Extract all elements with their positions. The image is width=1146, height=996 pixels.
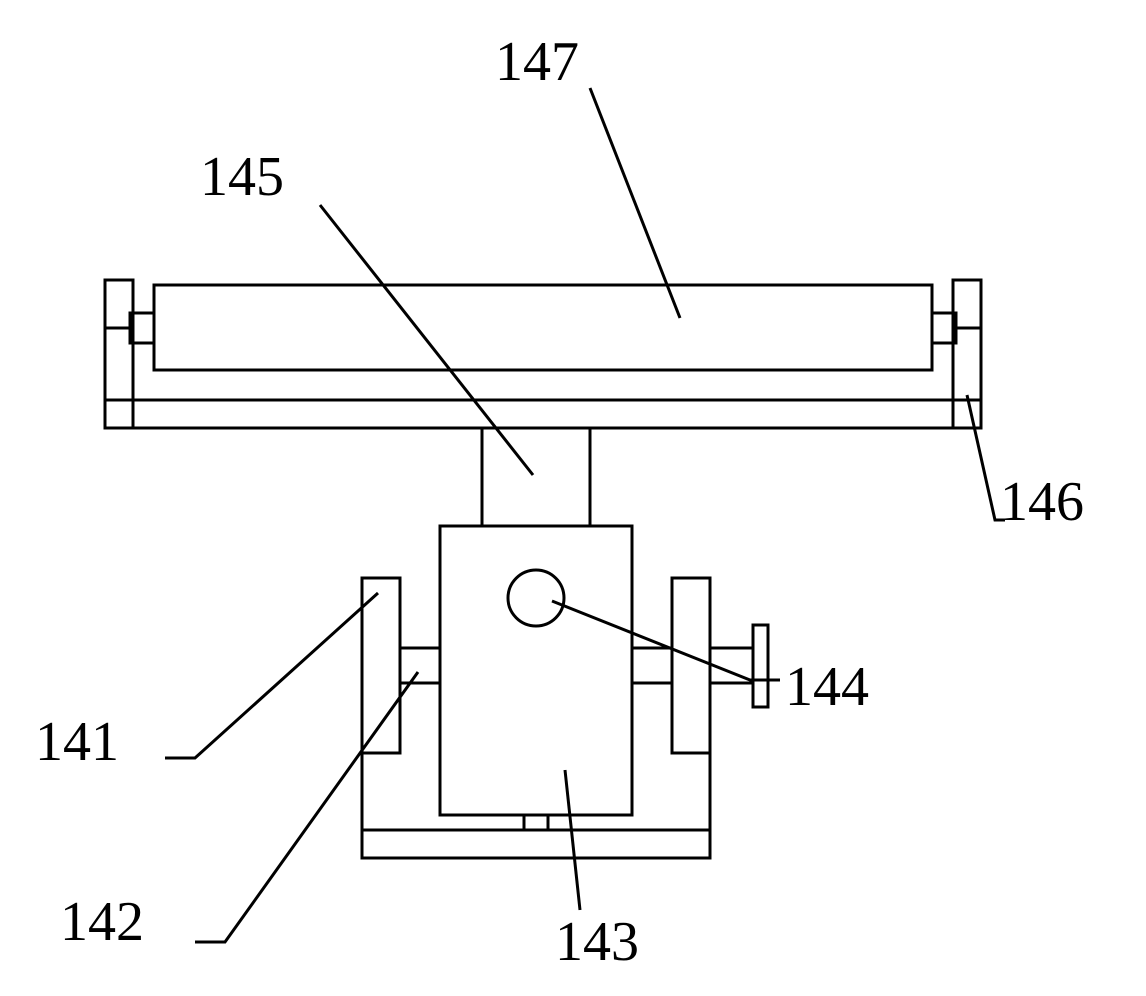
part-145-neck [482, 428, 590, 526]
leader-142 [195, 672, 418, 942]
right-axle [632, 648, 672, 683]
right-plate [672, 578, 710, 753]
technical-diagram [0, 0, 1146, 991]
base-bar [362, 830, 710, 858]
label-143: 143 [555, 910, 639, 974]
diagram-svg [0, 0, 1146, 991]
label-147: 147 [495, 30, 579, 94]
leader-141 [165, 593, 378, 758]
label-146: 146 [1000, 470, 1084, 534]
leader-143 [565, 770, 580, 910]
part-146-right-bracket [953, 280, 981, 428]
label-144: 144 [785, 655, 869, 719]
part-146-left-bracket [105, 280, 133, 428]
right-motor-flange [753, 625, 768, 707]
part-142-left-axle [400, 648, 440, 683]
label-141: 141 [35, 710, 119, 774]
part-144-pivot [508, 570, 564, 626]
tray-bottom [105, 400, 981, 428]
base-post [524, 815, 548, 830]
part-147-roller [154, 285, 932, 370]
label-145: 145 [200, 145, 284, 209]
leader-144 [552, 601, 780, 680]
leader-145 [320, 205, 533, 475]
label-142: 142 [60, 890, 144, 954]
